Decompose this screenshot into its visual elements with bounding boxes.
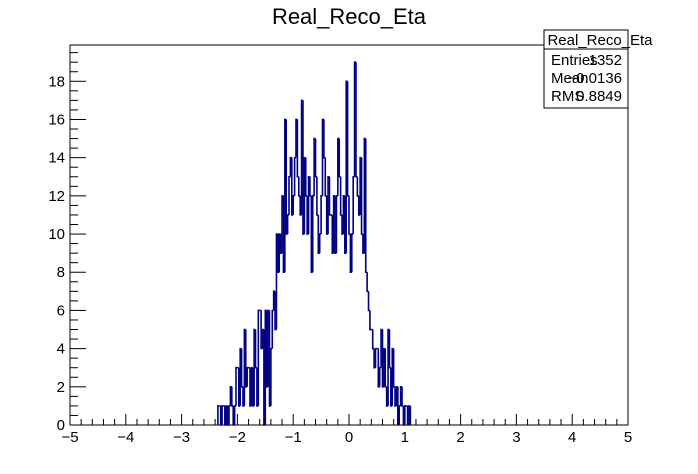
histogram-bin — [257, 309, 260, 406]
stats-mean-label: Mean — [551, 70, 589, 87]
y-tick-label: 14 — [48, 150, 65, 167]
histogram-bin — [297, 176, 301, 197]
x-tick-label: 2 — [456, 429, 464, 446]
histogram-bin — [324, 157, 327, 197]
histogram-bin — [366, 272, 369, 293]
histogram-bin — [228, 405, 231, 425]
histogram-bin — [293, 156, 296, 196]
histogram-bin — [314, 138, 317, 178]
histogram-series — [217, 61, 412, 426]
histogram-bin — [401, 386, 404, 407]
histogram-bin — [254, 329, 257, 369]
histogram-bin — [286, 214, 290, 235]
stats-rms-value: 0.8849 — [576, 88, 622, 105]
histogram-bin — [240, 348, 243, 388]
histogram-bin — [404, 405, 407, 425]
x-tick-label: 0 — [345, 429, 353, 446]
histogram-bin — [346, 81, 349, 197]
histogram-bin — [217, 405, 220, 425]
histogram-bin — [328, 176, 331, 216]
y-tick-label: 8 — [57, 264, 65, 281]
histogram-bin — [371, 329, 375, 350]
histogram-bin — [235, 366, 238, 406]
y-tick-label: 6 — [57, 302, 65, 319]
histogram-bin — [367, 291, 370, 312]
histogram-bin — [270, 347, 273, 406]
histogram-bin — [320, 195, 323, 235]
y-tick-label: 12 — [48, 188, 65, 205]
y-tick-label: 10 — [48, 226, 65, 243]
histogram-bin — [323, 119, 326, 159]
stats-box: Real_Reco_Eta Entries 1352 Mean −0.0136 … — [543, 29, 653, 109]
histogram-bin — [369, 310, 372, 331]
histogram-bin — [360, 157, 363, 235]
y-tick-label: 4 — [57, 341, 65, 358]
histogram-bin — [350, 233, 354, 273]
x-tick-label: −5 — [61, 429, 78, 446]
y-tick-label: 18 — [48, 73, 65, 90]
x-tick-label: 4 — [568, 429, 576, 446]
y-tick-label: 2 — [57, 379, 65, 396]
histogram-bin — [271, 309, 274, 349]
histogram-bin — [355, 62, 358, 178]
histogram-bin — [338, 138, 341, 178]
histogram-bin — [378, 366, 382, 387]
stats-entries-label: Entries — [551, 52, 598, 69]
x-tick-label: 3 — [512, 429, 520, 446]
histogram-bin — [288, 175, 291, 215]
histogram-bin — [374, 347, 377, 368]
histogram-bin — [388, 329, 391, 369]
histogram-bin — [292, 195, 295, 215]
histogram-bin — [221, 405, 224, 425]
histogram-bin — [348, 195, 351, 235]
stats-rms-label: RMS — [551, 88, 584, 105]
x-tick-label: −2 — [229, 429, 246, 446]
stats-title: Real_Reco_Eta — [547, 32, 653, 49]
histogram-bin — [384, 348, 387, 388]
histogram-bin — [392, 348, 396, 388]
histogram-bin — [231, 386, 234, 407]
x-tick-label: 1 — [401, 429, 409, 446]
x-tick-label: −1 — [285, 429, 302, 446]
histogram-bin — [364, 138, 368, 274]
stats-entries-value: 1352 — [589, 52, 622, 69]
histogram-bin — [316, 176, 319, 216]
histogram-bin — [304, 157, 308, 197]
stats-mean-value: −0.0136 — [567, 70, 622, 87]
histogram-bin — [311, 195, 315, 273]
histogram-bin — [246, 366, 249, 387]
x-tick-label: 5 — [624, 429, 632, 446]
histogram-bin — [339, 176, 343, 216]
histogram-bin — [398, 405, 401, 425]
histogram-bin — [335, 195, 338, 254]
stats-box-frame — [543, 29, 629, 109]
y-tick-label: 16 — [48, 111, 65, 128]
x-tick-label: −4 — [117, 429, 134, 446]
histogram-bin — [309, 176, 312, 197]
histogram-bin — [296, 119, 299, 178]
histogram-bin — [233, 405, 236, 425]
histogram-bin — [318, 233, 322, 254]
histogram-bin — [356, 176, 359, 197]
x-tick-label: −3 — [173, 429, 190, 446]
chart-title: Real_Reco_Eta — [272, 4, 427, 29]
y-tick-label: 0 — [57, 417, 65, 434]
histogram-bin — [352, 175, 355, 235]
